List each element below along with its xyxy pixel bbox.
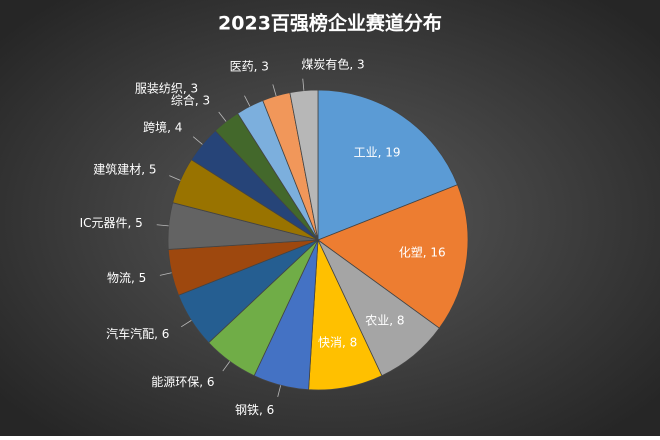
leader-line bbox=[277, 385, 282, 398]
leader-line bbox=[218, 111, 227, 122]
data-label: IC元器件, 5 bbox=[80, 216, 143, 230]
data-label: 工业, 19 bbox=[354, 146, 401, 160]
data-label: 能源环保, 6 bbox=[151, 375, 214, 389]
data-label: 医药, 3 bbox=[230, 59, 269, 73]
data-label: 煤炭有色, 3 bbox=[301, 57, 364, 71]
leader-line bbox=[222, 361, 231, 372]
pie-slice bbox=[317, 89, 458, 241]
leader-line bbox=[181, 320, 192, 328]
data-label: 化塑, 16 bbox=[399, 245, 446, 260]
data-label: 钢铁, 6 bbox=[235, 403, 274, 417]
data-label: 建筑建材, 5 bbox=[93, 162, 156, 177]
data-label: 农业, 8 bbox=[365, 313, 404, 327]
pie-slice bbox=[289, 89, 319, 241]
data-label: 汽车汽配, 6 bbox=[106, 326, 169, 341]
data-label: 快消, 8 bbox=[318, 336, 357, 350]
data-label: 跨境, 4 bbox=[143, 119, 182, 134]
leader-line bbox=[156, 224, 169, 227]
leader-line bbox=[159, 272, 172, 276]
data-label: 物流, 5 bbox=[107, 271, 146, 285]
leader-line bbox=[192, 136, 203, 145]
data-label: 服装纺织, 3 bbox=[135, 82, 198, 96]
data-label: 综合, 3 bbox=[171, 92, 210, 107]
leader-line bbox=[302, 78, 305, 91]
leader-line bbox=[169, 175, 181, 181]
leader-line bbox=[272, 84, 277, 97]
chart-title: 2023百强榜企业赛道分布 bbox=[218, 12, 442, 35]
leader-line bbox=[244, 95, 251, 107]
pie-slice bbox=[317, 184, 469, 329]
